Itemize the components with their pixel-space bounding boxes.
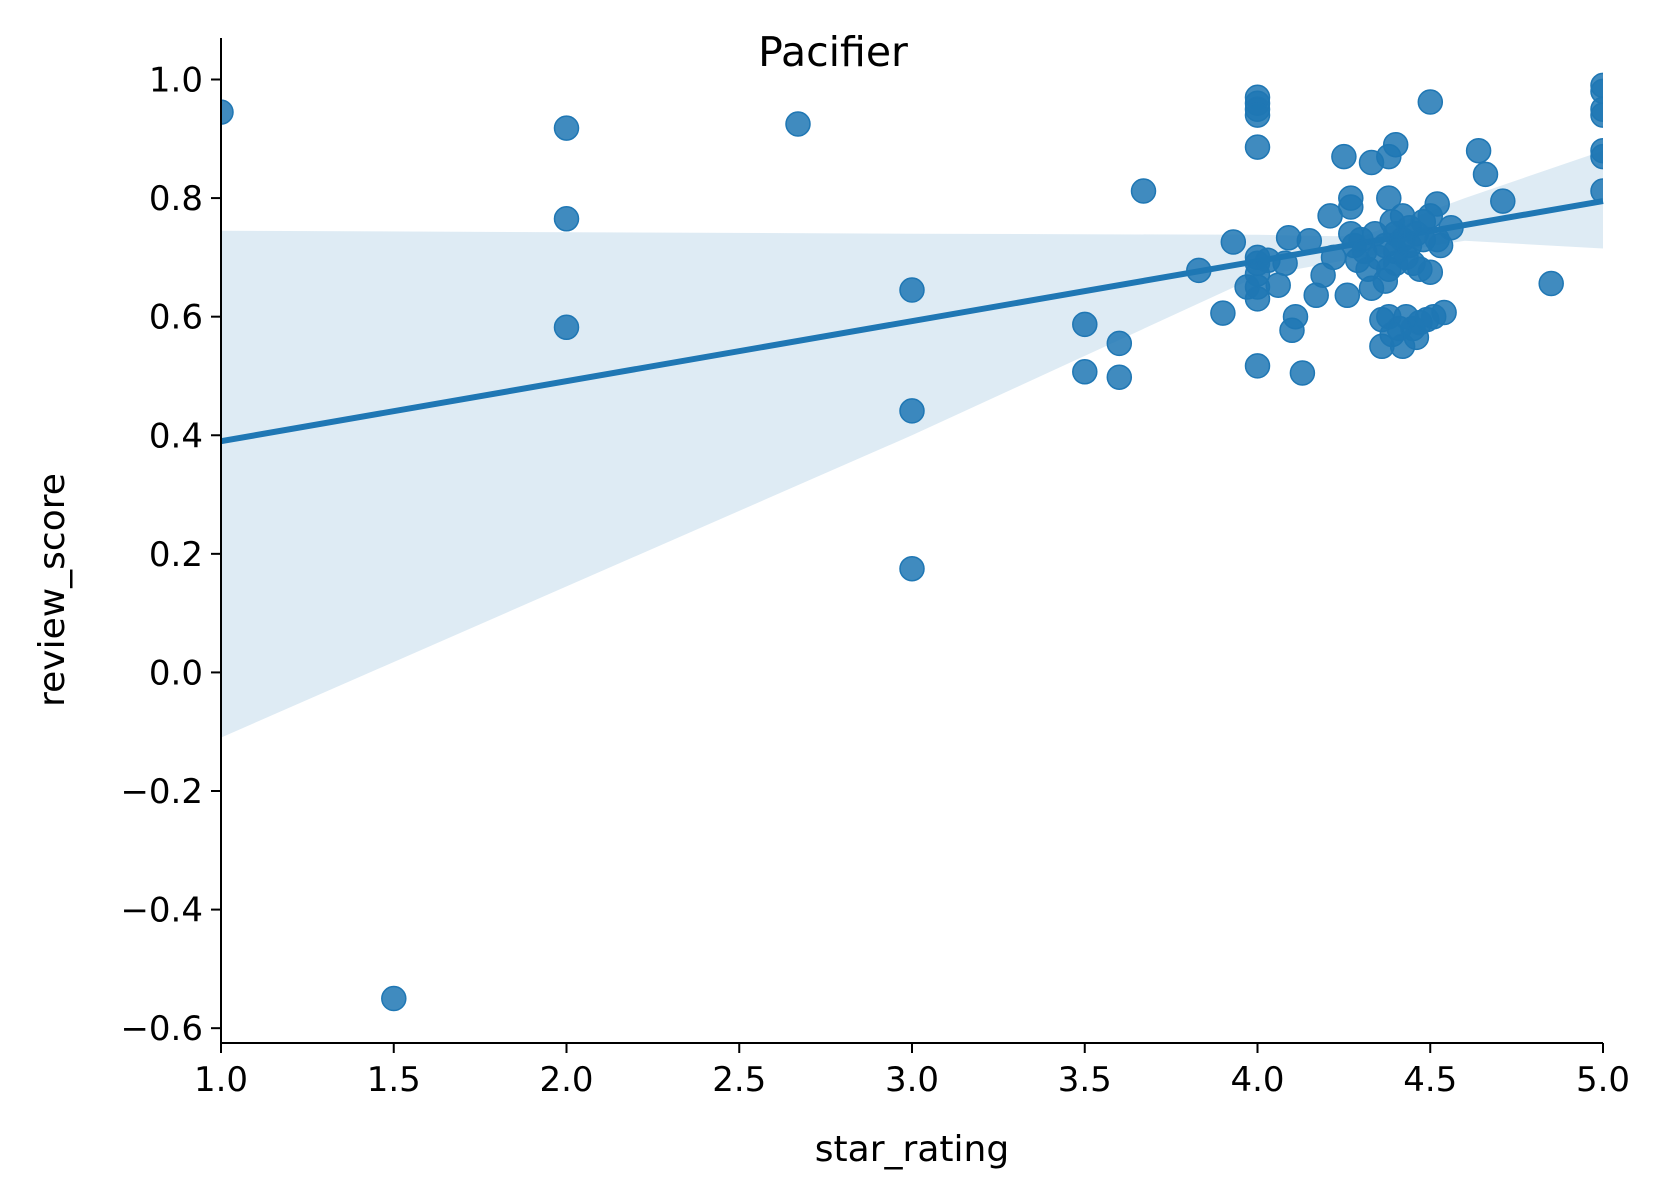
data-point	[1130, 178, 1157, 204]
data-point	[1072, 359, 1098, 385]
data-point	[899, 555, 925, 582]
y-tick-label: 0.6	[149, 298, 203, 338]
data-point	[1590, 143, 1603, 170]
x-axis-title: star_rating	[815, 1129, 1009, 1170]
x-tick-label: 3.0	[885, 1060, 939, 1100]
x-tick-label: 3.5	[1058, 1060, 1112, 1100]
data-point	[1244, 353, 1271, 379]
y-axis-title: review_score	[32, 473, 73, 707]
x-tick-label: 2.5	[712, 1060, 766, 1100]
data-point	[1289, 360, 1316, 386]
confidence-band-layer	[221, 150, 1603, 738]
data-point	[1590, 102, 1603, 128]
data-point	[1106, 330, 1133, 357]
data-point	[1210, 300, 1236, 326]
x-tick-label: 1.0	[194, 1060, 248, 1100]
confidence-band	[221, 150, 1603, 738]
data-point	[1106, 364, 1133, 390]
data-point	[899, 277, 925, 303]
data-point	[1424, 191, 1450, 217]
data-point	[1590, 178, 1603, 204]
data-point	[1472, 161, 1499, 188]
data-point	[1417, 259, 1444, 285]
data-point	[899, 398, 925, 424]
x-tick-label: 2.0	[539, 1060, 593, 1100]
y-tick-label: 0.2	[149, 535, 203, 575]
y-tick-label: 0.8	[149, 179, 203, 219]
labels-layer: Pacifier star_rating review_score	[32, 28, 1009, 1170]
axes-layer: 1.0 1.5 2.0 2.5 3.0 3.5 4.0 4.5 5.0 −0.6 −0.4 −0.2 0…	[120, 38, 1630, 1100]
data-point	[553, 314, 580, 341]
y-tick-label: 0.0	[149, 653, 203, 693]
data-point	[1331, 143, 1357, 170]
data-point	[1244, 134, 1271, 160]
data-point	[1320, 244, 1347, 271]
data-point	[1338, 194, 1364, 220]
x-tick-label: 1.5	[367, 1060, 421, 1100]
data-point	[1296, 228, 1323, 254]
data-point	[1417, 89, 1444, 115]
y-tick-label: −0.2	[120, 772, 203, 812]
data-point	[1538, 270, 1564, 297]
data-point	[553, 115, 580, 141]
data-point	[1334, 282, 1361, 309]
chart-title: Pacifier	[758, 28, 908, 76]
data-point	[785, 111, 811, 137]
data-point	[1431, 299, 1457, 326]
x-tick-label: 5.0	[1576, 1060, 1630, 1100]
data-point	[1186, 257, 1212, 284]
data-point	[1490, 188, 1516, 214]
y-tick-label: −0.6	[120, 1009, 203, 1049]
y-tick-label: 1.0	[149, 61, 203, 101]
x-tick-label: 4.5	[1403, 1060, 1457, 1100]
data-point	[553, 206, 580, 232]
data-point	[381, 985, 407, 1012]
data-point	[1220, 229, 1247, 255]
data-point	[221, 99, 234, 125]
data-point	[1244, 102, 1271, 128]
data-points-layer	[221, 72, 1603, 1012]
data-point	[1072, 311, 1098, 338]
x-tick-label: 4.0	[1230, 1060, 1284, 1100]
data-point	[1244, 286, 1271, 312]
data-point	[1438, 214, 1464, 241]
y-tick-label: −0.4	[120, 891, 203, 931]
y-tick-label: 0.4	[149, 416, 203, 456]
data-point	[1272, 250, 1298, 277]
data-point	[1382, 131, 1409, 158]
data-point	[1265, 272, 1291, 298]
data-point	[1465, 137, 1492, 164]
data-point	[1282, 303, 1309, 330]
